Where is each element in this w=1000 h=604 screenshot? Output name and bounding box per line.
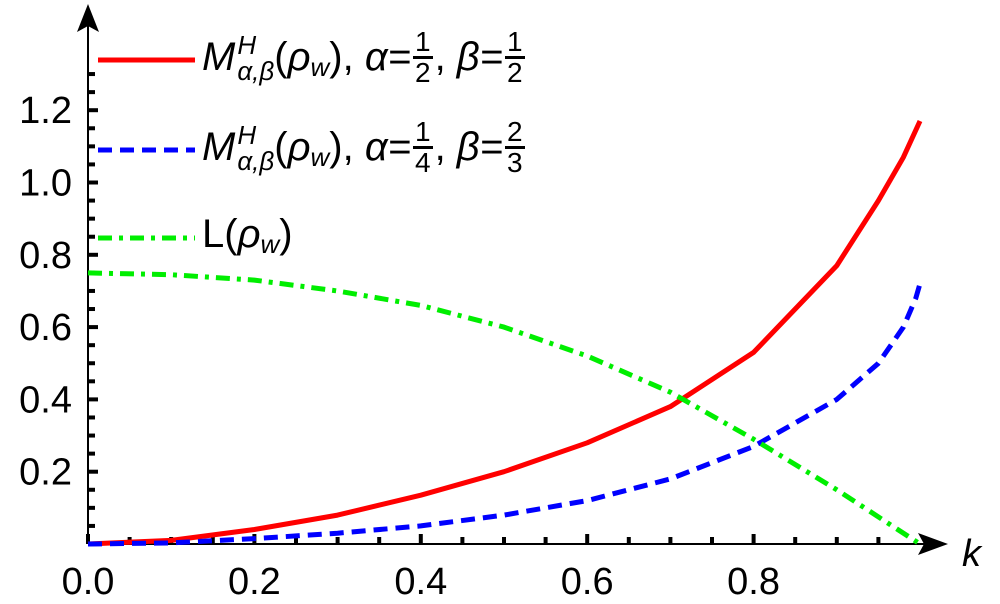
y-tick-label: 1.0 [19, 163, 72, 205]
series-red-line [87, 119, 923, 547]
alpha-den: 2 [414, 57, 431, 88]
legend-sub: α,β [237, 55, 275, 86]
y-tick-label: 0.6 [19, 307, 72, 349]
beta-num: 1 [505, 26, 525, 59]
legend-func: M [202, 35, 236, 79]
y-tick-label: 0.4 [19, 379, 72, 421]
x-tick-label: 0.0 [62, 561, 115, 603]
y-axis-arrow [77, 4, 99, 32]
legend-arg: ρ [287, 125, 311, 169]
series-green-line [87, 270, 922, 547]
legend-argsub: w [260, 229, 280, 259]
x-tick-label: 0.2 [228, 561, 281, 603]
legend-alpha: α= [364, 125, 411, 169]
x-axis-arrow [918, 533, 948, 555]
legend-entry-green: L (ρ w) [202, 212, 293, 259]
alpha-num: 1 [412, 26, 433, 59]
series-blue-line [87, 283, 923, 547]
y-tick-label: 0.2 [19, 452, 72, 494]
legend-func: M [202, 125, 236, 169]
legend-sup: H [237, 29, 257, 60]
legend-argsub: w [310, 52, 330, 82]
y-tick-label: 0.8 [19, 235, 72, 277]
x-tick-label: 0.8 [727, 561, 780, 603]
legend-sup: H [237, 119, 257, 150]
legend-func: L [202, 212, 225, 256]
legend-beta: β= [456, 35, 504, 79]
x-axis-label: k [962, 533, 983, 575]
alpha-den: 4 [414, 147, 431, 178]
legend-arg: ρ [237, 212, 261, 256]
legend-alpha: α= [364, 35, 411, 79]
legend-arg: ρ [287, 35, 311, 79]
x-tick-label: 0.6 [561, 561, 614, 603]
legend-argsub: w [310, 142, 330, 172]
legend-sub: α,β [237, 145, 275, 176]
beta-num: 2 [505, 116, 525, 149]
y-tick-label: 1.2 [19, 90, 72, 132]
beta-den: 2 [507, 57, 523, 88]
alpha-num: 1 [412, 116, 433, 149]
x-tick-label: 0.4 [394, 561, 447, 603]
legend-beta: β= [456, 125, 504, 169]
beta-den: 3 [507, 147, 523, 178]
